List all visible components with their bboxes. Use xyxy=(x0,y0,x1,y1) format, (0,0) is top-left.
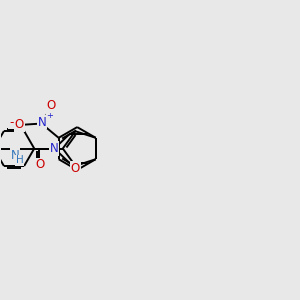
Text: +: + xyxy=(46,111,53,120)
Text: O: O xyxy=(15,118,24,131)
Text: N: N xyxy=(50,142,59,155)
Text: H: H xyxy=(16,155,23,165)
Text: O: O xyxy=(46,99,56,112)
Text: N: N xyxy=(11,148,19,162)
Text: O: O xyxy=(35,158,44,171)
Text: -: - xyxy=(9,116,13,129)
Text: O: O xyxy=(71,162,80,175)
Text: N: N xyxy=(38,116,46,129)
